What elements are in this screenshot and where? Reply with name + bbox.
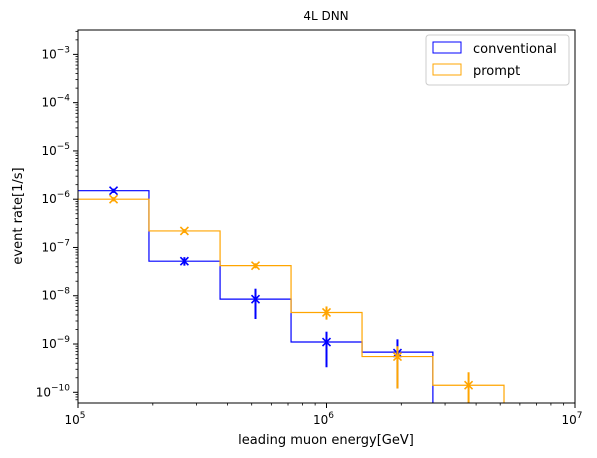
data-point-prompt-2 xyxy=(250,261,261,271)
y-axis-title: event rate[1/s] xyxy=(11,167,26,264)
legend-label-conventional: conventional xyxy=(473,42,557,57)
y-tick-label: 10−4 xyxy=(41,94,70,110)
data-point-prompt-1 xyxy=(179,226,189,236)
marker-x xyxy=(250,261,261,271)
y-tick-label: 10−6 xyxy=(41,190,70,206)
y-tick-label: 10−7 xyxy=(41,238,70,254)
data-point-conventional-3 xyxy=(321,331,332,368)
x-tick-label: 107 xyxy=(561,411,582,427)
data-point-prompt-0 xyxy=(108,194,119,204)
marker-x xyxy=(392,351,403,362)
legend: conventional prompt xyxy=(425,34,570,86)
x-tick-label: 106 xyxy=(313,411,334,427)
marker-x xyxy=(179,256,189,266)
data-point-prompt-5 xyxy=(464,372,474,403)
marker-x xyxy=(464,380,474,390)
marker-x xyxy=(108,186,119,196)
histogram-step-conventional xyxy=(78,190,434,403)
marker-x xyxy=(321,307,332,318)
histogram-step-prompt xyxy=(78,198,505,403)
marker-x xyxy=(250,294,261,304)
legend-swatch-conventional xyxy=(432,41,462,54)
y-tick-label: 10−9 xyxy=(41,335,70,351)
y-tick-label: 10−8 xyxy=(41,287,70,303)
x-tick-label: 105 xyxy=(64,411,85,427)
data-point-prompt-4 xyxy=(392,346,403,389)
x-axis-title: leading muon energy[GeV] xyxy=(238,433,414,448)
y-tick-label: 10−5 xyxy=(41,142,70,158)
data-point-conventional-1 xyxy=(179,256,189,266)
data-point-prompt-3 xyxy=(321,306,332,320)
marker-x xyxy=(179,226,189,236)
data-point-conventional-0 xyxy=(108,186,119,196)
marker-x xyxy=(321,337,332,347)
legend-swatch-prompt xyxy=(432,63,462,76)
legend-label-prompt: prompt xyxy=(473,64,520,79)
y-tick-label: 10−3 xyxy=(41,45,70,61)
legend-frame xyxy=(425,34,570,86)
y-tick-label: 10−10 xyxy=(36,383,71,399)
chart-title: 4L DNN xyxy=(303,9,348,23)
marker-x xyxy=(108,194,119,204)
data-point-conventional-2 xyxy=(250,288,261,319)
